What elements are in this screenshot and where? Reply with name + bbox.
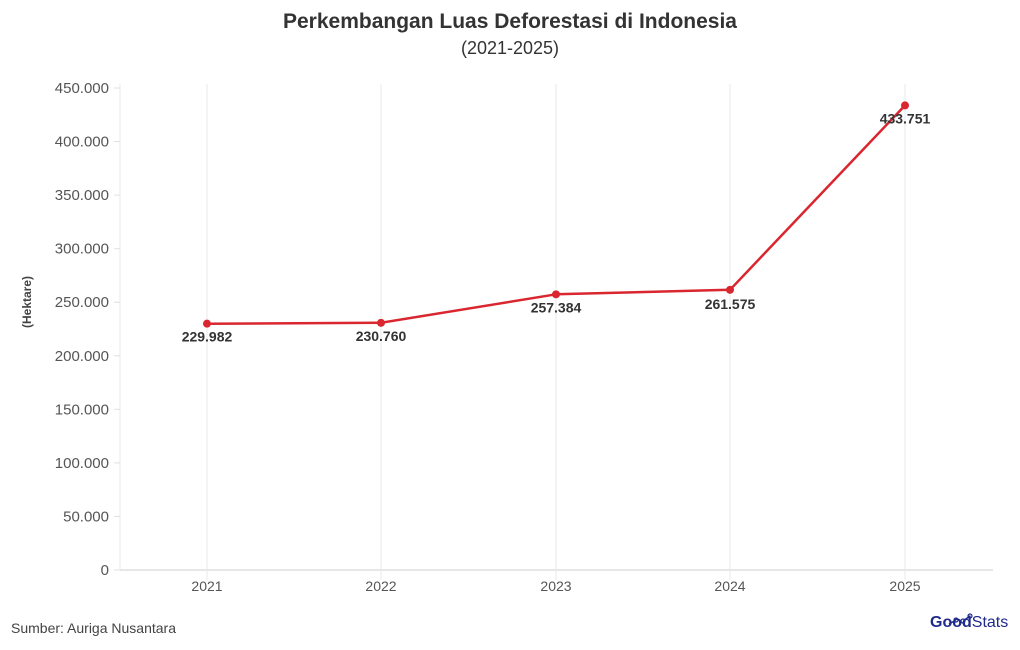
logo-dot-icon <box>960 618 966 624</box>
x-tick-label: 2024 <box>714 578 745 594</box>
data-label: 433.751 <box>880 110 931 126</box>
data-label: 257.384 <box>531 299 582 315</box>
logo-trend-icon <box>948 615 971 625</box>
data-point <box>901 101 909 110</box>
y-tick-label: 100.000 <box>55 455 109 472</box>
y-tick-label: 250.000 <box>55 294 109 311</box>
x-tick-label: 2025 <box>889 578 920 594</box>
x-tick-label: 2021 <box>191 578 222 594</box>
logo-dot-icon <box>953 617 959 623</box>
data-point <box>552 290 560 299</box>
y-tick-label: 50.000 <box>63 508 109 525</box>
data-point <box>203 319 211 328</box>
chart-subtitle: (2021-2025) <box>460 38 560 58</box>
y-tick-label: 350.000 <box>55 187 109 204</box>
y-tick-label: 150.000 <box>55 401 109 418</box>
x-tick-label: 2023 <box>540 578 571 594</box>
logo-dot-icon <box>967 613 973 619</box>
logo-stats: Stats <box>971 614 1009 631</box>
logo-good: Good <box>930 614 972 631</box>
data-label: 230.760 <box>356 328 407 344</box>
data-label: 229.982 <box>182 329 233 345</box>
x-tick-label: 2022 <box>365 578 396 594</box>
chart-title: Perkembangan Luas Deforestasi di Indones… <box>283 10 737 33</box>
y-tick-label: 300.000 <box>55 241 109 258</box>
source-note: Sumber: Auriga Nusantara <box>11 620 176 636</box>
data-point <box>377 318 385 327</box>
data-point <box>726 285 734 294</box>
y-tick-label: 400.000 <box>55 134 109 151</box>
data-label: 261.575 <box>705 296 756 312</box>
goodstats-logo: GoodStats <box>930 614 1008 632</box>
y-tick-label: 200.000 <box>55 348 109 365</box>
y-tick-label: 450.000 <box>55 80 109 97</box>
y-tick-label: 0 <box>101 562 109 579</box>
